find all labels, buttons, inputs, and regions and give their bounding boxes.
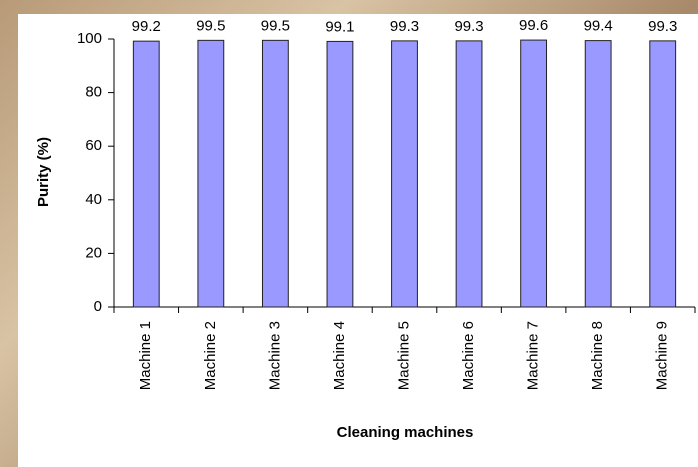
data-label: 99.3 — [454, 18, 483, 35]
x-tick-label: Machine 7 — [525, 321, 542, 390]
bar — [198, 40, 224, 307]
data-label: 99.3 — [390, 18, 419, 35]
x-tick-label: Machine 5 — [395, 321, 412, 390]
y-tick-label: 40 — [85, 191, 102, 208]
y-tick-label: 80 — [85, 84, 102, 101]
bar — [650, 41, 676, 307]
x-tick-label: Machine 9 — [654, 321, 671, 390]
bar — [133, 41, 159, 307]
chart: Cleaning machines Purity (%) 0 20 40 60 80 10… — [0, 0, 698, 467]
bar — [585, 41, 611, 307]
bar — [262, 40, 288, 307]
data-label: 99.6 — [519, 17, 548, 34]
bar — [521, 40, 547, 307]
data-label: 99.1 — [325, 18, 354, 35]
data-label: 99.5 — [196, 17, 225, 34]
y-tick-label: 0 — [94, 298, 102, 315]
bar — [392, 41, 418, 307]
bar — [327, 41, 353, 307]
x-tick-label: Machine 2 — [202, 321, 219, 390]
x-tick-label: Machine 3 — [266, 321, 283, 390]
x-tick-label: Machine 1 — [137, 321, 154, 390]
bar — [456, 41, 482, 307]
data-label: 99.5 — [261, 17, 290, 34]
x-tick-label: Machine 6 — [460, 321, 477, 390]
x-tick-label: Machine 4 — [331, 321, 348, 390]
y-tick-label: 100 — [77, 30, 102, 47]
page: Cleaning machines Purity (%) 0 20 40 60 80 10… — [0, 0, 698, 467]
y-axis-label: Purity (%) — [35, 137, 52, 207]
data-label: 99.3 — [648, 18, 677, 35]
x-axis-label: Cleaning machines — [337, 424, 474, 441]
data-label: 99.4 — [584, 18, 613, 35]
x-tick-label: Machine 8 — [589, 321, 606, 390]
y-tick-label: 20 — [85, 244, 102, 261]
y-tick-label: 60 — [85, 137, 102, 154]
data-label: 99.2 — [132, 18, 161, 35]
